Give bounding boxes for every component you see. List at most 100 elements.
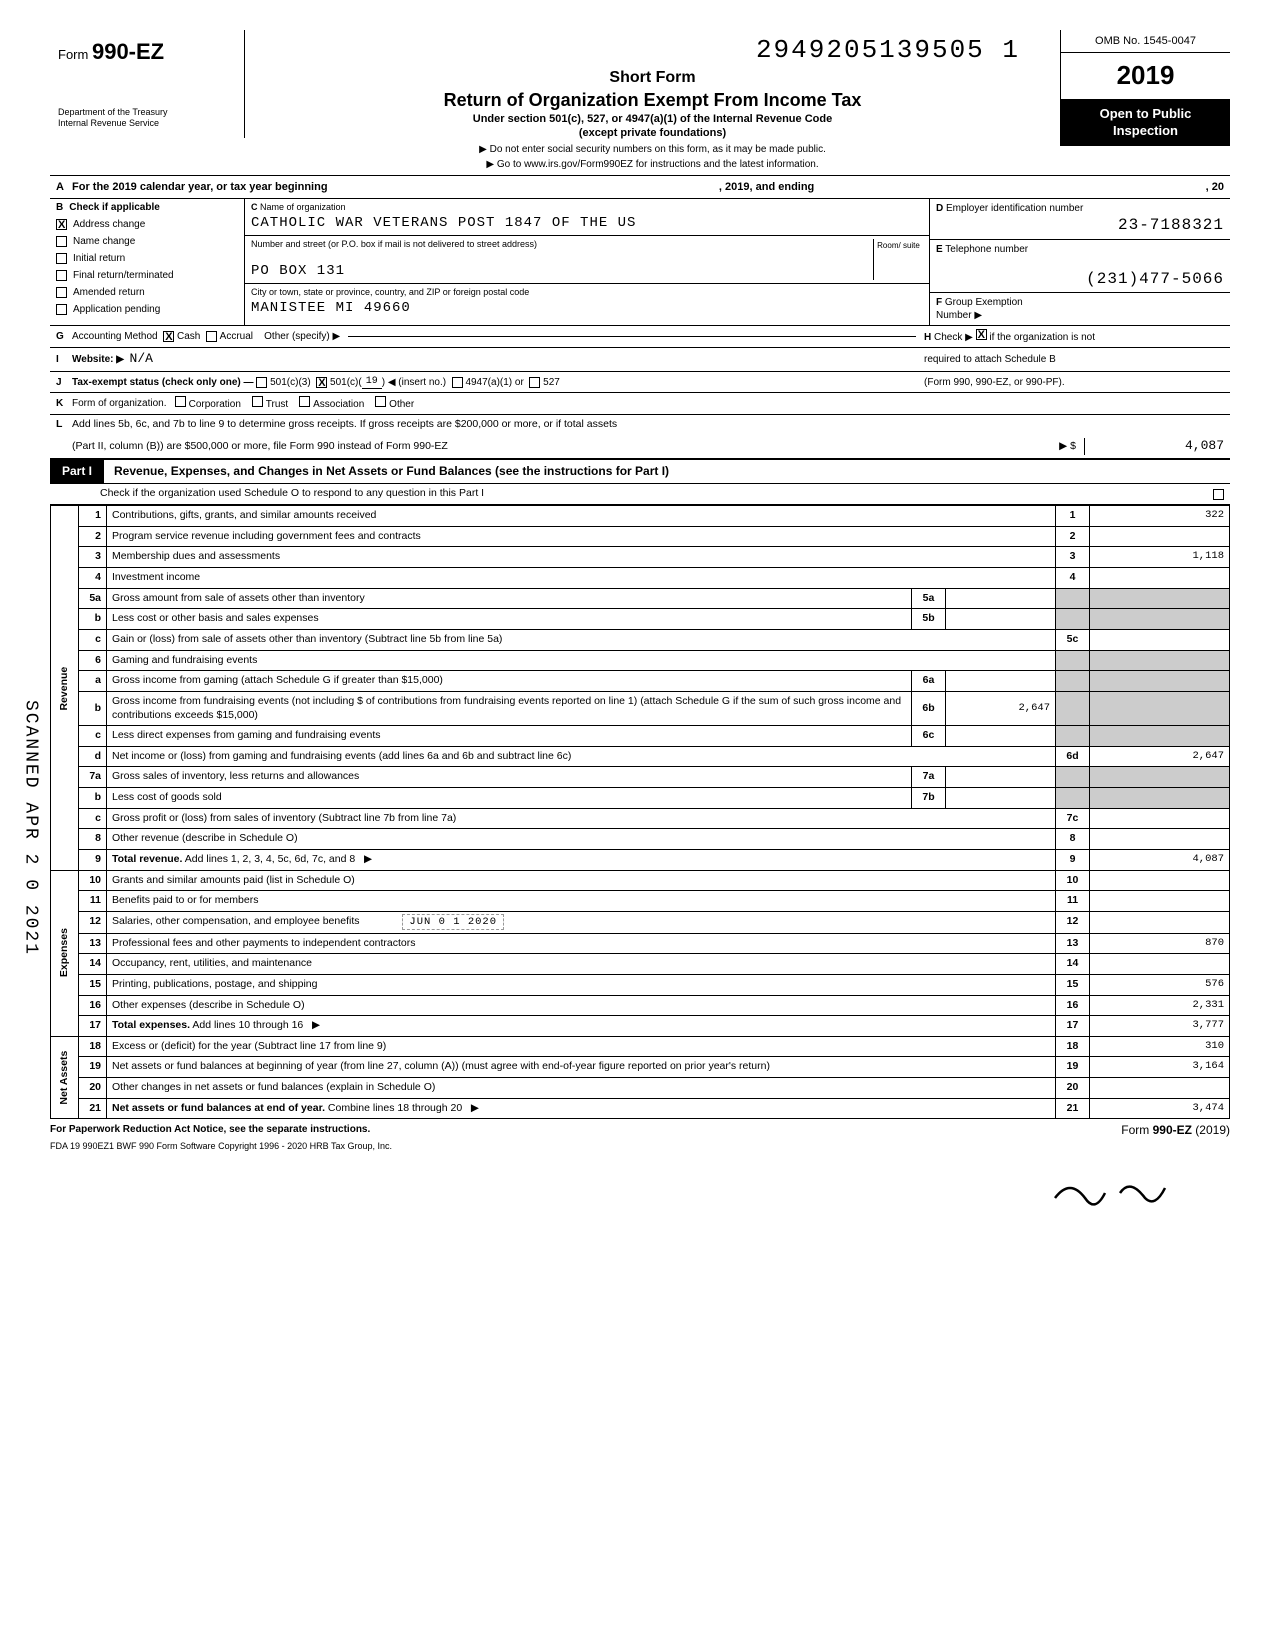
chk-part1-scho[interactable] <box>1213 489 1224 500</box>
amt-11 <box>1090 891 1230 912</box>
f-sub: Number ▶ <box>936 310 982 321</box>
desc-b: Less cost of goods sold <box>107 788 912 809</box>
line-12: 12Salaries, other compensation, and empl… <box>51 911 1230 933</box>
chk-527[interactable] <box>529 377 540 388</box>
chk-k-3[interactable] <box>375 396 386 407</box>
main-table: Revenue1Contributions, gifts, grants, an… <box>50 505 1230 1119</box>
line-undefined: bLess cost or other basis and sales expe… <box>51 609 1230 630</box>
l-arrow: ▶ $ <box>448 440 1084 454</box>
line-undefined: cLess direct expenses from gaming and fu… <box>51 726 1230 747</box>
j-lead: J <box>56 376 72 389</box>
box-21: 21 <box>1056 1098 1090 1119</box>
b-label-1: Name change <box>73 235 135 248</box>
chk-cash[interactable] <box>163 331 174 342</box>
midbox-6a: 6a <box>912 671 946 692</box>
line-3: 3Membership dues and assessments31,118 <box>51 547 1230 568</box>
open-public-1: Open to Public <box>1067 106 1224 123</box>
k-opt-1: Trust <box>266 399 288 410</box>
b-item-1: Name change <box>50 233 244 250</box>
footer-left: For Paperwork Reduction Act Notice, see … <box>50 1123 370 1139</box>
lnum-6: 6 <box>79 650 107 671</box>
line-undefined: aGross income from gaming (attach Schedu… <box>51 671 1230 692</box>
c-title: Name of organization <box>260 202 346 212</box>
j-tail: (Form 990, 990-EZ, or 990-PF). <box>924 376 1224 389</box>
desc-13: Professional fees and other payments to … <box>107 933 1056 954</box>
date-stamp: JUN 0 1 2020 <box>402 914 504 930</box>
amt-3: 1,118 <box>1090 547 1230 568</box>
chk-b-1[interactable] <box>56 236 67 247</box>
desc-10: Grants and similar amounts paid (list in… <box>107 870 1056 891</box>
ramt-shade-7a <box>1090 767 1230 788</box>
desc-16: Other expenses (describe in Schedule O) <box>107 995 1056 1016</box>
chk-b-2[interactable] <box>56 253 67 264</box>
line-undefined: 7aGross sales of inventory, less returns… <box>51 767 1230 788</box>
box-9: 9 <box>1056 850 1090 871</box>
box-7c: 7c <box>1056 808 1090 829</box>
chk-501c3[interactable] <box>256 377 267 388</box>
title-box: 2949205139505 1 Short Form Return of Org… <box>245 30 1060 175</box>
ein-value: 23-7188321 <box>936 215 1224 236</box>
chk-h[interactable] <box>976 329 987 340</box>
chk-b-5[interactable] <box>56 304 67 315</box>
amt-5c <box>1090 629 1230 650</box>
ramt-shade-b <box>1090 788 1230 809</box>
lnum-19: 19 <box>79 1057 107 1078</box>
b-label-3: Final return/terminated <box>73 269 174 282</box>
lnum-d: d <box>79 746 107 767</box>
row-l2: (Part II, column (B)) are $500,000 or mo… <box>50 435 1230 459</box>
row-l1: L Add lines 5b, 6c, and 7b to line 9 to … <box>50 415 1230 435</box>
box-20: 20 <box>1056 1078 1090 1099</box>
row-i: I Website: ▶ N/A required to attach Sche… <box>50 348 1230 372</box>
side-net: Net Assets <box>51 1036 79 1119</box>
box-13: 13 <box>1056 933 1090 954</box>
box-1: 1 <box>1056 506 1090 527</box>
chk-k-0[interactable] <box>175 396 186 407</box>
b-item-5: Application pending <box>50 301 244 318</box>
chk-k-2[interactable] <box>299 396 310 407</box>
lnum-11: 11 <box>79 891 107 912</box>
line-1: Revenue1Contributions, gifts, grants, an… <box>51 506 1230 527</box>
midbox-5a: 5a <box>912 588 946 609</box>
form-header: Form 990-EZ Department of the Treasury I… <box>50 30 1230 175</box>
short-form-label: Short Form <box>255 68 1050 89</box>
desc-11: Benefits paid to or for members <box>107 891 1056 912</box>
signature-icon <box>1050 1173 1170 1213</box>
footer-line2: FDA 19 990EZ1 BWF 990 Form Software Copy… <box>50 1139 1230 1153</box>
desc-21: Net assets or fund balances at end of ye… <box>107 1098 1056 1119</box>
i-lead: I <box>56 353 72 366</box>
chk-k-1[interactable] <box>252 396 263 407</box>
line-undefined: bLess cost of goods sold7b <box>51 788 1230 809</box>
line-5c: cGain or (loss) from sale of assets othe… <box>51 629 1230 650</box>
e-title: Telephone number <box>945 244 1028 255</box>
b-item-4: Amended return <box>50 284 244 301</box>
amt-1: 322 <box>1090 506 1230 527</box>
chk-4947[interactable] <box>452 377 463 388</box>
side-exp: Expenses <box>51 870 79 1036</box>
lnum-c: c <box>79 726 107 747</box>
k-opt-3: Other <box>389 399 414 410</box>
chk-501cx[interactable] <box>316 377 327 388</box>
city-label: City or town, state or province, country… <box>251 287 529 297</box>
lnum-c: c <box>79 629 107 650</box>
chk-b-4[interactable] <box>56 287 67 298</box>
omb-number: OMB No. 1545-0047 <box>1061 30 1230 53</box>
lnum-17: 17 <box>79 1016 107 1037</box>
k-opt-0: Corporation <box>189 399 241 410</box>
chk-b-3[interactable] <box>56 270 67 281</box>
city-value: MANISTEE MI 49660 <box>251 300 411 316</box>
lnum-1: 1 <box>79 506 107 527</box>
chk-b-0[interactable] <box>56 219 67 230</box>
g-label: Accounting Method <box>72 330 158 343</box>
chk-accrual[interactable] <box>206 331 217 342</box>
desc-14: Occupancy, rent, utilities, and maintena… <box>107 954 1056 975</box>
k-label: Form of organization. <box>72 397 167 410</box>
ramt-shade-c <box>1090 726 1230 747</box>
j-cx-post: ) ◀ (insert no.) <box>382 376 446 389</box>
d-lead: D <box>936 203 943 214</box>
phone-value: (231)477-5066 <box>936 269 1224 290</box>
b-item-2: Initial return <box>50 250 244 267</box>
lnum-15: 15 <box>79 974 107 995</box>
lnum-14: 14 <box>79 954 107 975</box>
box-4: 4 <box>1056 568 1090 589</box>
line-14: 14Occupancy, rent, utilities, and mainte… <box>51 954 1230 975</box>
